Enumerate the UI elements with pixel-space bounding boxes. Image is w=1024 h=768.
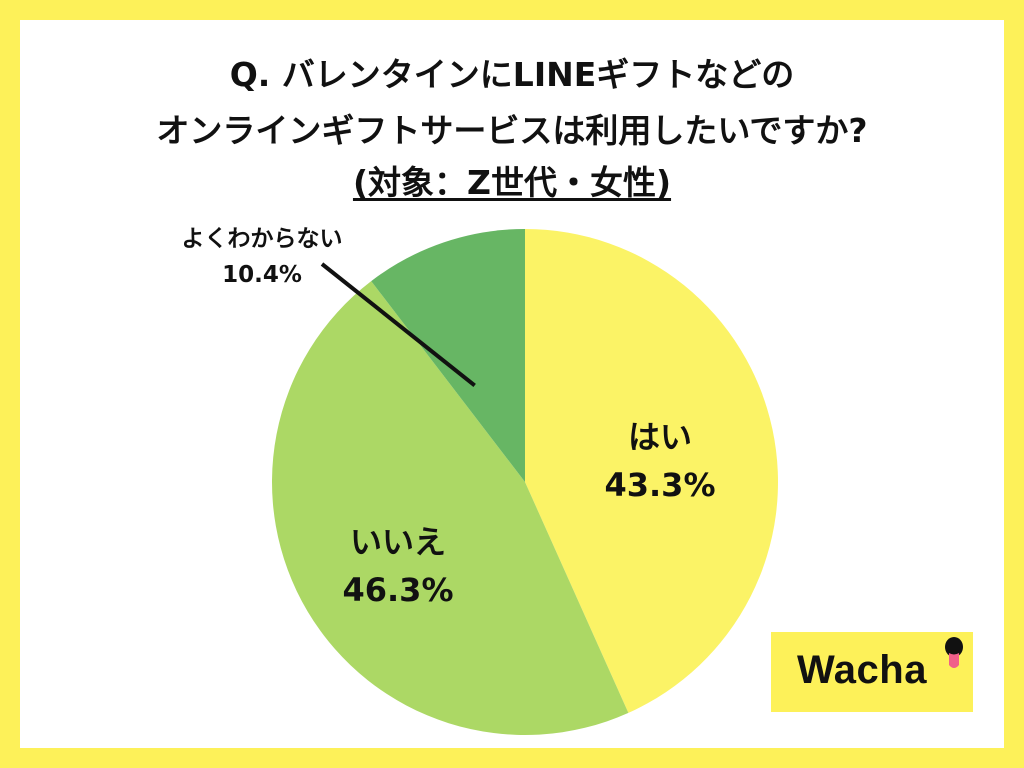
chart-title-line-1: Q. バレンタインにLINEギフトなどの: [229, 55, 795, 94]
chart-title-line-3: (対象：Z世代・女性): [0, 163, 1024, 203]
leader-line-wakaranai: [320, 262, 476, 388]
pie-slice-iie: [271, 281, 629, 736]
slice-value-wakaranai: 10.4%: [222, 262, 302, 288]
chart-title-line-2: オンラインギフトサービスは利用したいですか?: [156, 111, 868, 150]
tongue-face-icon: [945, 637, 963, 668]
slice-label-iie: いいえ: [350, 523, 446, 561]
chart-subtitle-target: (対象：Z世代・女性): [352, 163, 672, 202]
slice-label-hai: はい: [628, 418, 692, 456]
pie-slice-wakaranai: [371, 229, 525, 482]
pie-slice-hai: [525, 229, 779, 713]
slice-label-wakaranai: よくわからない: [182, 226, 343, 252]
slice-value-hai: 43.3%: [604, 466, 715, 504]
slice-value-iie: 46.3%: [342, 571, 453, 609]
wacha-logo: Wacha: [771, 632, 973, 712]
logo-text: Wacha: [797, 648, 927, 692]
